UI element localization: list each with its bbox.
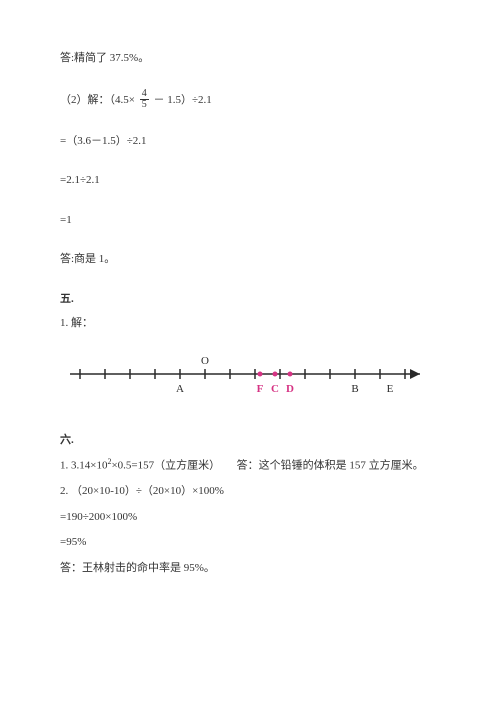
number-line-diagram: O A F C D B E [60,344,440,414]
label-C: C [271,383,279,395]
p2-step-3: =1 [60,212,440,230]
label-E: E [387,383,394,395]
p2-step-1: =（3.6－1.5）÷2.1 [60,133,440,151]
sec6-line2: 2. （20×10-10）÷（20×10）×100% [60,483,440,501]
fraction-denominator: 5 [140,100,149,110]
section-5-sub: 1. 解： [60,315,440,333]
sec6-line5: 答：王林射击的命中率是 95%。 [60,560,440,578]
answer-line-1: 答:精简了 37.5%。 [60,50,440,68]
p2-step-2: =2.1÷2.1 [60,172,440,190]
sec6-l1b: ×0.5=157（立方厘米） 答：这个铅锤的体积是 157 立方厘米。 [111,459,423,471]
label-O: O [201,355,209,367]
problem-2-expression: （2）解：（4.5× 4 5 － 1.5）÷2.1 [60,90,440,111]
label-D: D [286,383,294,395]
point-D [288,372,293,377]
number-line-svg: O A F C D B E [60,344,440,414]
sec6-line4: =95% [60,534,440,552]
label-F: F [257,383,264,395]
label-A: A [176,383,184,395]
sec6-l1a: 1. 3.14×10 [60,459,107,471]
section-6-head: 六. [60,432,440,450]
label-B: B [351,383,358,395]
point-F [258,372,263,377]
p2-answer: 答:商是 1。 [60,251,440,269]
sec6-line1: 1. 3.14×102×0.5=157（立方厘米） 答：这个铅锤的体积是 157… [60,456,440,475]
sec6-line3: =190÷200×100% [60,509,440,527]
arrowhead-icon [410,369,420,379]
point-C [273,372,278,377]
fraction-4-5: 4 5 [140,89,149,110]
fraction-numerator: 4 [140,89,149,100]
p2-prefix: （2）解：（4.5× [60,94,135,106]
p2-tail: － 1.5）÷2.1 [153,94,211,106]
section-5-head: 五. [60,291,440,309]
